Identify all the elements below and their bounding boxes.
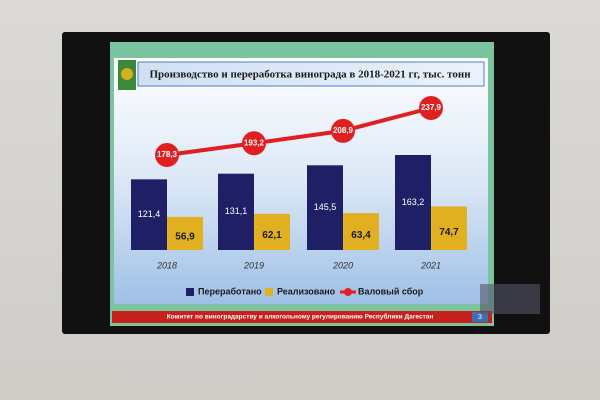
value-label: 74,7 xyxy=(439,227,459,238)
bar xyxy=(343,213,379,250)
bar xyxy=(167,216,203,250)
chart-title: Производство и переработка винограда в 2… xyxy=(149,69,471,81)
legend-swatch xyxy=(344,288,352,296)
line-point xyxy=(419,96,443,120)
legend-label: Реализовано xyxy=(277,286,336,296)
legend-label: Валовый сбор xyxy=(358,286,424,296)
footer: Комитет по виноградарству и алкогольному… xyxy=(167,313,434,321)
value-label: 208,9 xyxy=(333,126,354,135)
value-label: 145,5 xyxy=(314,202,337,212)
value-label: 63,4 xyxy=(351,230,371,241)
line xyxy=(166,106,432,157)
bar xyxy=(431,206,467,250)
x-tick-label: 2019 xyxy=(243,260,264,270)
bar xyxy=(395,155,431,250)
value-label: 131,1 xyxy=(225,206,248,216)
x-tick-label: 2018 xyxy=(156,260,177,270)
bar xyxy=(307,165,343,250)
value-label: 178,3 xyxy=(157,150,178,159)
slide-number-box xyxy=(472,312,488,322)
slide-number: 3 xyxy=(478,314,482,321)
logo-emblem xyxy=(121,68,133,80)
line-point xyxy=(242,131,266,156)
reflection xyxy=(480,284,540,314)
value-label: 163,2 xyxy=(402,197,425,207)
value-label: 56,9 xyxy=(175,231,195,242)
legend-swatch xyxy=(186,288,194,296)
legend-label: Переработано xyxy=(198,286,262,296)
legend-swatch xyxy=(265,288,273,296)
line-point xyxy=(155,143,179,167)
bar xyxy=(254,213,290,250)
bar xyxy=(218,173,254,250)
bar xyxy=(131,179,167,250)
x-tick-label: 2021 xyxy=(420,260,441,270)
value-label: 62,1 xyxy=(262,230,282,241)
x-tick-label: 2020 xyxy=(332,260,353,270)
value-label: 193,2 xyxy=(244,138,265,147)
title-bar xyxy=(137,61,485,87)
line-point xyxy=(331,118,355,143)
value-label: 237,9 xyxy=(421,103,442,112)
value-label: 121,4 xyxy=(138,209,161,219)
footer-bar xyxy=(112,311,492,323)
